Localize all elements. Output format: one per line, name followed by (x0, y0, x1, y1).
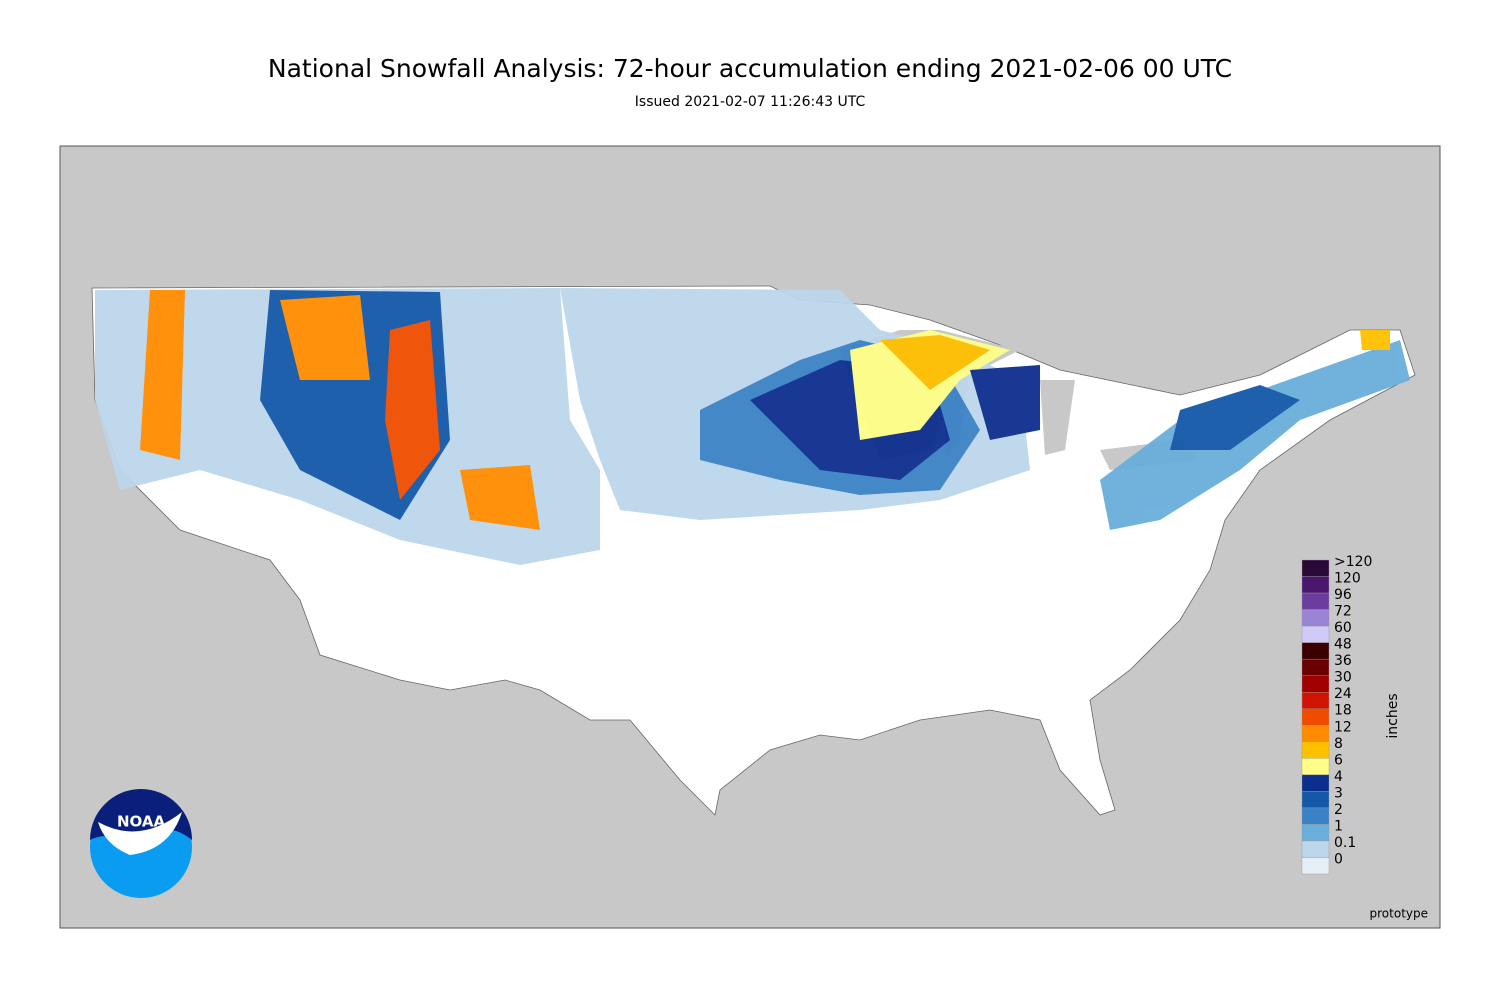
legend-swatch (1301, 791, 1330, 809)
snow-areas (95, 288, 1410, 565)
logo-text: NOAA (117, 813, 166, 831)
legend-swatch (1301, 774, 1330, 792)
legend-label: 8 (1334, 736, 1343, 752)
legend-swatch (1301, 559, 1330, 577)
legend-swatch (1301, 592, 1330, 610)
legend-label: >120 (1334, 554, 1372, 570)
footer-note: prototype (1370, 907, 1428, 921)
legend-label: 12 (1334, 719, 1352, 735)
legend-label: 1 (1334, 818, 1343, 834)
legend-swatch (1301, 708, 1330, 726)
legend-label: 30 (1334, 670, 1352, 686)
title: National Snowfall Analysis: 72-hour accu… (268, 54, 1232, 83)
legend-swatch (1301, 692, 1330, 709)
legend-swatch (1301, 642, 1330, 660)
legend-swatch (1301, 741, 1330, 759)
legend-label: 3 (1334, 785, 1343, 801)
legend-label: 0.1 (1334, 835, 1356, 851)
legend-label: 36 (1334, 653, 1352, 669)
legend-unit: inches (1385, 693, 1401, 738)
legend-swatch (1301, 824, 1330, 842)
subtitle: Issued 2021-02-07 11:26:43 UTC (635, 94, 866, 110)
legend-swatch (1301, 675, 1330, 693)
legend-label: 24 (1334, 686, 1352, 702)
legend-swatch (1301, 758, 1330, 776)
legend-swatch (1301, 625, 1330, 643)
legend-swatch (1301, 857, 1330, 875)
legend-label: 96 (1334, 587, 1352, 603)
legend-label: 48 (1334, 637, 1352, 653)
legend-label: 72 (1334, 604, 1352, 620)
legend-label: 2 (1334, 802, 1343, 818)
legend-label: 4 (1334, 769, 1343, 785)
legend-swatch (1301, 658, 1330, 676)
legend-swatch (1301, 725, 1330, 742)
legend-label: 60 (1334, 620, 1352, 636)
legend-label: 0 (1334, 851, 1343, 867)
legend-label: 120 (1334, 571, 1361, 587)
legend-swatch (1301, 807, 1330, 825)
legend-swatch (1301, 609, 1330, 627)
legend-label: 6 (1334, 752, 1343, 768)
legend-label: 18 (1334, 703, 1352, 719)
legend-swatch (1301, 576, 1330, 594)
noaa-logo: NOAA (90, 789, 192, 898)
legend-swatch (1301, 840, 1330, 858)
